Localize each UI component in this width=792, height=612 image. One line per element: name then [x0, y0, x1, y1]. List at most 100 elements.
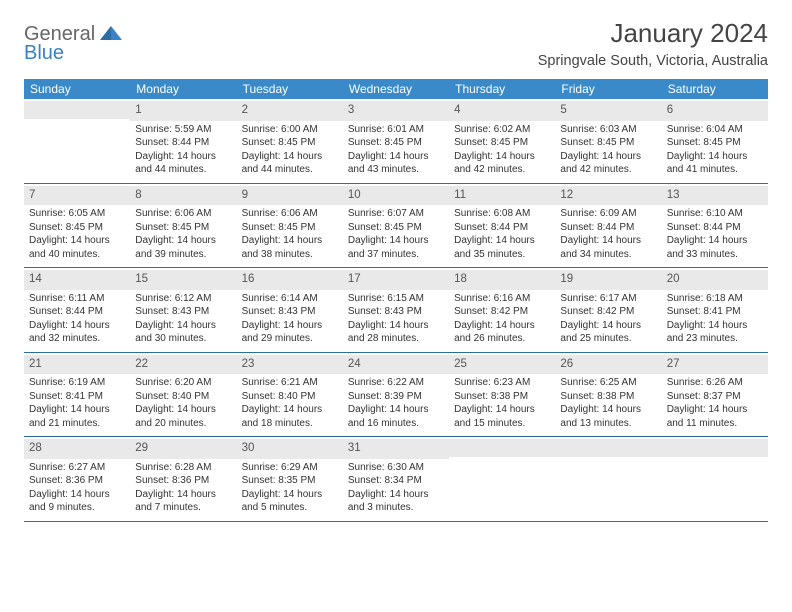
sunrise-text: Sunrise: 6:02 AM: [454, 123, 550, 137]
day-cell: 25Sunrise: 6:23 AMSunset: 8:38 PMDayligh…: [449, 353, 555, 437]
daylight-text: Daylight: 14 hours and 23 minutes.: [667, 319, 763, 346]
sunrise-text: Sunrise: 6:03 AM: [560, 123, 656, 137]
day-cell: 20Sunrise: 6:18 AMSunset: 8:41 PMDayligh…: [662, 268, 768, 352]
day-number: [662, 439, 768, 457]
day-cell: 27Sunrise: 6:26 AMSunset: 8:37 PMDayligh…: [662, 353, 768, 437]
daylight-text: Daylight: 14 hours and 26 minutes.: [454, 319, 550, 346]
day-cell: 29Sunrise: 6:28 AMSunset: 8:36 PMDayligh…: [130, 437, 236, 521]
sunset-text: Sunset: 8:43 PM: [348, 305, 444, 319]
sunset-text: Sunset: 8:45 PM: [242, 221, 338, 235]
sunset-text: Sunset: 8:45 PM: [242, 136, 338, 150]
dow-tuesday: Tuesday: [237, 79, 343, 99]
logo-mark-icon: [100, 27, 122, 44]
week-row: 14Sunrise: 6:11 AMSunset: 8:44 PMDayligh…: [24, 268, 768, 353]
sunrise-text: Sunrise: 6:14 AM: [242, 292, 338, 306]
daylight-text: Daylight: 14 hours and 29 minutes.: [242, 319, 338, 346]
day-number: 2: [237, 101, 343, 121]
day-cell: 19Sunrise: 6:17 AMSunset: 8:42 PMDayligh…: [555, 268, 661, 352]
daylight-text: Daylight: 14 hours and 15 minutes.: [454, 403, 550, 430]
day-cell: 30Sunrise: 6:29 AMSunset: 8:35 PMDayligh…: [237, 437, 343, 521]
sunset-text: Sunset: 8:36 PM: [135, 474, 231, 488]
day-cell: [662, 437, 768, 521]
day-number: 9: [237, 186, 343, 206]
day-number: [24, 101, 130, 119]
day-number: 26: [555, 355, 661, 375]
sunrise-text: Sunrise: 6:08 AM: [454, 207, 550, 221]
sunset-text: Sunset: 8:42 PM: [560, 305, 656, 319]
day-number: 24: [343, 355, 449, 375]
sunrise-text: Sunrise: 6:00 AM: [242, 123, 338, 137]
daylight-text: Daylight: 14 hours and 43 minutes.: [348, 150, 444, 177]
daylight-text: Daylight: 14 hours and 40 minutes.: [29, 234, 125, 261]
daylight-text: Daylight: 14 hours and 30 minutes.: [135, 319, 231, 346]
day-cell: [555, 437, 661, 521]
daylight-text: Daylight: 14 hours and 5 minutes.: [242, 488, 338, 515]
day-number: 20: [662, 270, 768, 290]
daylight-text: Daylight: 14 hours and 20 minutes.: [135, 403, 231, 430]
sunset-text: Sunset: 8:45 PM: [29, 221, 125, 235]
logo-text: General Blue: [24, 24, 122, 63]
weeks-container: 1 Sunrise: 5:59 AM Sunset: 8:44 PM Daylight…: [24, 99, 768, 522]
week-row: 28Sunrise: 6:27 AMSunset: 8:36 PMDayligh…: [24, 437, 768, 522]
day-cell: 10Sunrise: 6:07 AMSunset: 8:45 PMDayligh…: [343, 184, 449, 268]
sunrise-text: Sunrise: 6:07 AM: [348, 207, 444, 221]
day-cell: 12Sunrise: 6:09 AMSunset: 8:44 PMDayligh…: [555, 184, 661, 268]
day-number: 21: [24, 355, 130, 375]
sunset-text: Sunset: 8:44 PM: [667, 221, 763, 235]
day-cell: 23Sunrise: 6:21 AMSunset: 8:40 PMDayligh…: [237, 353, 343, 437]
sunrise-text: Sunrise: 6:17 AM: [560, 292, 656, 306]
sunrise-text: Sunrise: 6:15 AM: [348, 292, 444, 306]
daylight-text: Daylight: 14 hours and 41 minutes.: [667, 150, 763, 177]
day-number: 17: [343, 270, 449, 290]
day-cell: 8Sunrise: 6:06 AMSunset: 8:45 PMDaylight…: [130, 184, 236, 268]
sunset-text: Sunset: 8:45 PM: [135, 221, 231, 235]
daylight-text: Daylight: 14 hours and 37 minutes.: [348, 234, 444, 261]
day-number: 3: [343, 101, 449, 121]
daylight-text: Daylight: 14 hours and 39 minutes.: [135, 234, 231, 261]
sunrise-text: Sunrise: 6:06 AM: [135, 207, 231, 221]
sunset-text: Sunset: 8:45 PM: [348, 221, 444, 235]
day-cell: 13Sunrise: 6:10 AMSunset: 8:44 PMDayligh…: [662, 184, 768, 268]
dow-saturday: Saturday: [662, 79, 768, 99]
page-title: January 2024: [538, 18, 768, 49]
sunset-text: Sunset: 8:44 PM: [454, 221, 550, 235]
day-cell: 9Sunrise: 6:06 AMSunset: 8:45 PMDaylight…: [237, 184, 343, 268]
day-number: 28: [24, 439, 130, 459]
sunrise-text: Sunrise: 6:26 AM: [667, 376, 763, 390]
day-number: 1: [130, 101, 236, 121]
day-cell: 15Sunrise: 6:12 AMSunset: 8:43 PMDayligh…: [130, 268, 236, 352]
day-number: [555, 439, 661, 457]
sunrise-text: Sunrise: 6:11 AM: [29, 292, 125, 306]
day-cell: 6Sunrise: 6:04 AMSunset: 8:45 PMDaylight…: [662, 99, 768, 183]
day-number: 8: [130, 186, 236, 206]
sunset-text: Sunset: 8:45 PM: [454, 136, 550, 150]
daylight-text: Daylight: 14 hours and 16 minutes.: [348, 403, 444, 430]
sunrise-text: Sunrise: 6:05 AM: [29, 207, 125, 221]
sunrise-text: Sunrise: 6:04 AM: [667, 123, 763, 137]
sunrise-text: Sunrise: 6:06 AM: [242, 207, 338, 221]
sunset-text: Sunset: 8:36 PM: [29, 474, 125, 488]
dow-sunday: Sunday: [24, 79, 130, 99]
day-cell: 7Sunrise: 6:05 AMSunset: 8:45 PMDaylight…: [24, 184, 130, 268]
page-subtitle: Springvale South, Victoria, Australia: [538, 53, 768, 69]
day-cell: 22Sunrise: 6:20 AMSunset: 8:40 PMDayligh…: [130, 353, 236, 437]
day-cell: 24Sunrise: 6:22 AMSunset: 8:39 PMDayligh…: [343, 353, 449, 437]
daylight-text: Daylight: 14 hours and 7 minutes.: [135, 488, 231, 515]
day-cell: 5Sunrise: 6:03 AMSunset: 8:45 PMDaylight…: [555, 99, 661, 183]
daylight-text: Daylight: 14 hours and 21 minutes.: [29, 403, 125, 430]
day-number: 23: [237, 355, 343, 375]
daylight-text: Daylight: 14 hours and 38 minutes.: [242, 234, 338, 261]
sunrise-text: Sunrise: 6:10 AM: [667, 207, 763, 221]
day-number: 18: [449, 270, 555, 290]
sunrise-text: Sunrise: 5:59 AM: [135, 123, 231, 137]
day-number: 25: [449, 355, 555, 375]
sunset-text: Sunset: 8:45 PM: [560, 136, 656, 150]
day-cell: 14Sunrise: 6:11 AMSunset: 8:44 PMDayligh…: [24, 268, 130, 352]
daylight-text: Daylight: 14 hours and 44 minutes.: [242, 150, 338, 177]
daylight-text: Daylight: 14 hours and 9 minutes.: [29, 488, 125, 515]
sunrise-text: Sunrise: 6:16 AM: [454, 292, 550, 306]
day-cell: 3Sunrise: 6:01 AMSunset: 8:45 PMDaylight…: [343, 99, 449, 183]
day-number: 19: [555, 270, 661, 290]
dow-thursday: Thursday: [449, 79, 555, 99]
sunset-text: Sunset: 8:35 PM: [242, 474, 338, 488]
